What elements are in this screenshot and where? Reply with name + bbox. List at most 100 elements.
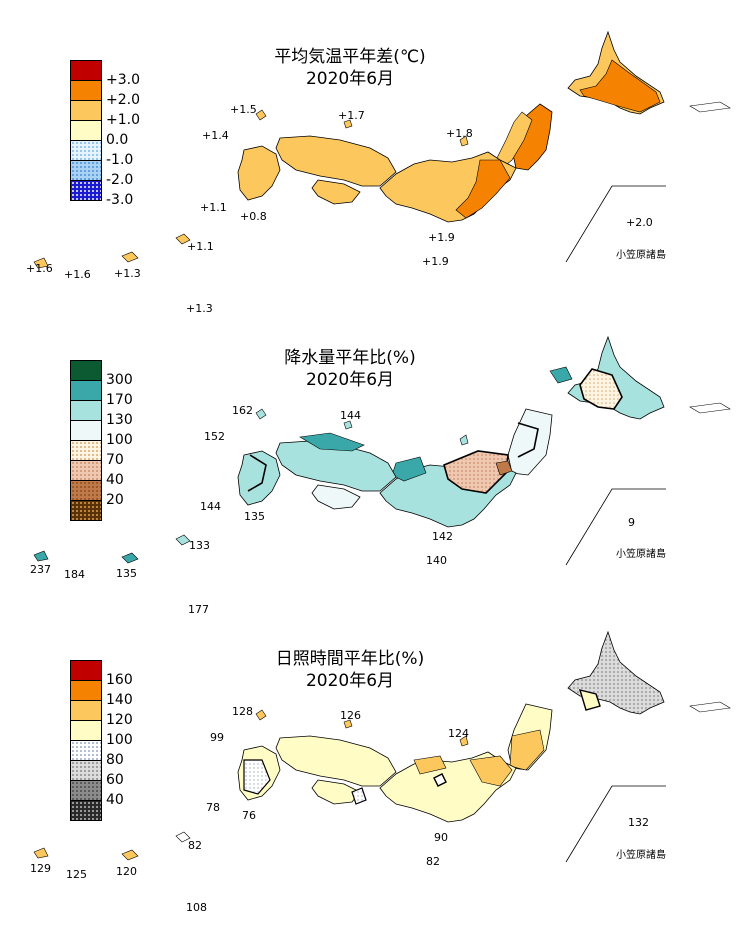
value-label: 124 xyxy=(448,727,469,740)
subtitle-line: 2020年6月 xyxy=(305,370,395,390)
value-label: +1.9 xyxy=(422,255,449,268)
kanto-warm-zone xyxy=(455,159,511,219)
value-label: +2.0 xyxy=(626,216,653,229)
legend-swatch xyxy=(71,681,101,701)
hokkaido-south xyxy=(578,689,601,711)
tohoku-region xyxy=(507,408,553,476)
legend-swatch xyxy=(71,761,101,781)
chubu-spot xyxy=(433,773,447,787)
subtitle-line: 2020年6月 xyxy=(305,69,395,89)
legend-swatch xyxy=(71,101,101,121)
legend-swatch xyxy=(71,741,101,761)
value-label: 9 xyxy=(628,516,635,529)
legend-label: 40 xyxy=(106,792,124,808)
value-label: 82 xyxy=(426,855,440,868)
shikoku-dim xyxy=(351,787,367,805)
island-shape xyxy=(121,552,139,564)
legend-bar xyxy=(70,660,102,821)
kyushu-line xyxy=(247,454,267,492)
legend-swatch xyxy=(71,401,101,421)
value-label: 152 xyxy=(204,430,225,443)
legend-label: 170 xyxy=(106,392,133,408)
legend-swatch xyxy=(71,181,101,200)
legend-label: +2.0 xyxy=(106,92,140,108)
legend-swatch xyxy=(71,441,101,461)
kanto-very-dry-zone xyxy=(495,460,513,476)
legend-label: +1.0 xyxy=(106,112,140,128)
panel-title: 降水量平年比(%) 2020年6月 xyxy=(200,347,500,391)
kanto-dry-zone xyxy=(443,450,509,494)
legend-label: 20 xyxy=(106,492,124,508)
subtitle-line: 2020年6月 xyxy=(305,671,395,691)
kanto-bright xyxy=(469,755,513,787)
western-honshu xyxy=(275,735,397,787)
island-shape xyxy=(689,402,731,414)
shikoku xyxy=(311,179,361,205)
title-line: 日照時間平年比(%) xyxy=(275,649,425,669)
legend-swatch xyxy=(71,701,101,721)
island-shape xyxy=(121,251,139,263)
legend-label: +3.0 xyxy=(106,72,140,88)
legend-label: 140 xyxy=(106,692,133,708)
legend-swatch xyxy=(71,801,101,820)
island-shape xyxy=(175,233,191,245)
value-label: 135 xyxy=(244,510,265,523)
value-label: 126 xyxy=(340,709,361,722)
value-label: 125 xyxy=(66,868,87,881)
island-shape xyxy=(33,550,49,562)
value-label: +1.8 xyxy=(446,127,473,140)
kyushu xyxy=(237,145,281,201)
shikoku xyxy=(311,779,361,805)
legend-label: 300 xyxy=(106,372,133,388)
legend-label: -3.0 xyxy=(106,192,134,208)
legend-swatch xyxy=(71,481,101,501)
legend-label: 40 xyxy=(106,472,124,488)
ogasawara-frame xyxy=(565,785,666,863)
island-shape xyxy=(175,831,191,843)
value-label: 144 xyxy=(340,409,361,422)
temperature-panel: 平均気温平年差(℃) 2020年6月 +3.0 +2.0 +1.0 0.0 -1… xyxy=(0,0,750,314)
value-label: 108 xyxy=(186,901,207,914)
hokkaido-dry-zone xyxy=(579,368,623,410)
legend-label: 80 xyxy=(106,752,124,768)
value-label: 184 xyxy=(64,568,85,581)
value-label: 162 xyxy=(232,404,253,417)
value-label: 78 xyxy=(206,801,220,814)
value-label: 132 xyxy=(628,816,649,829)
tohoku-line xyxy=(517,422,539,458)
value-label: 90 xyxy=(434,831,448,844)
tohoku-bright xyxy=(509,729,545,771)
legend-swatch xyxy=(71,661,101,681)
panel-title: 平均気温平年差(℃) 2020年6月 xyxy=(200,46,500,90)
ogasawara-label: 小笠原諸島 xyxy=(616,549,666,560)
legend-label: 0.0 xyxy=(106,132,129,148)
japan-temperature-map xyxy=(33,30,731,269)
value-label: +1.4 xyxy=(202,129,229,142)
value-label: 142 xyxy=(432,530,453,543)
island-shape xyxy=(255,109,267,121)
title-line: 平均気温平年差(℃) xyxy=(274,47,426,67)
chubu-bright xyxy=(413,755,447,775)
hokkaido-region xyxy=(567,630,665,715)
legend-swatch xyxy=(71,721,101,741)
title-line: 降水量平年比(%) xyxy=(284,348,416,368)
legend-label: 160 xyxy=(106,672,133,688)
value-label: +1.1 xyxy=(200,201,227,214)
legend-swatch xyxy=(71,161,101,181)
value-label: 144 xyxy=(200,500,221,513)
value-label: +1.7 xyxy=(338,109,365,122)
value-label: +1.3 xyxy=(186,302,213,315)
island-shape xyxy=(343,719,353,729)
island-shape xyxy=(343,420,353,430)
kyushu-dim xyxy=(243,759,271,795)
island-shape xyxy=(343,119,353,129)
island-shape xyxy=(459,135,469,147)
precipitation-panel: 降水量平年比(%) 2020年6月 300 170 130 100 70 40 … xyxy=(0,305,750,615)
ogasawara-label: 小笠原諸島 xyxy=(616,850,666,861)
value-label: 133 xyxy=(189,539,210,552)
japan-precipitation-map xyxy=(33,335,731,566)
shikoku xyxy=(311,484,361,510)
ogasawara-frame xyxy=(565,185,666,263)
value-label: 82 xyxy=(188,839,202,852)
value-label: +0.8 xyxy=(240,210,267,223)
